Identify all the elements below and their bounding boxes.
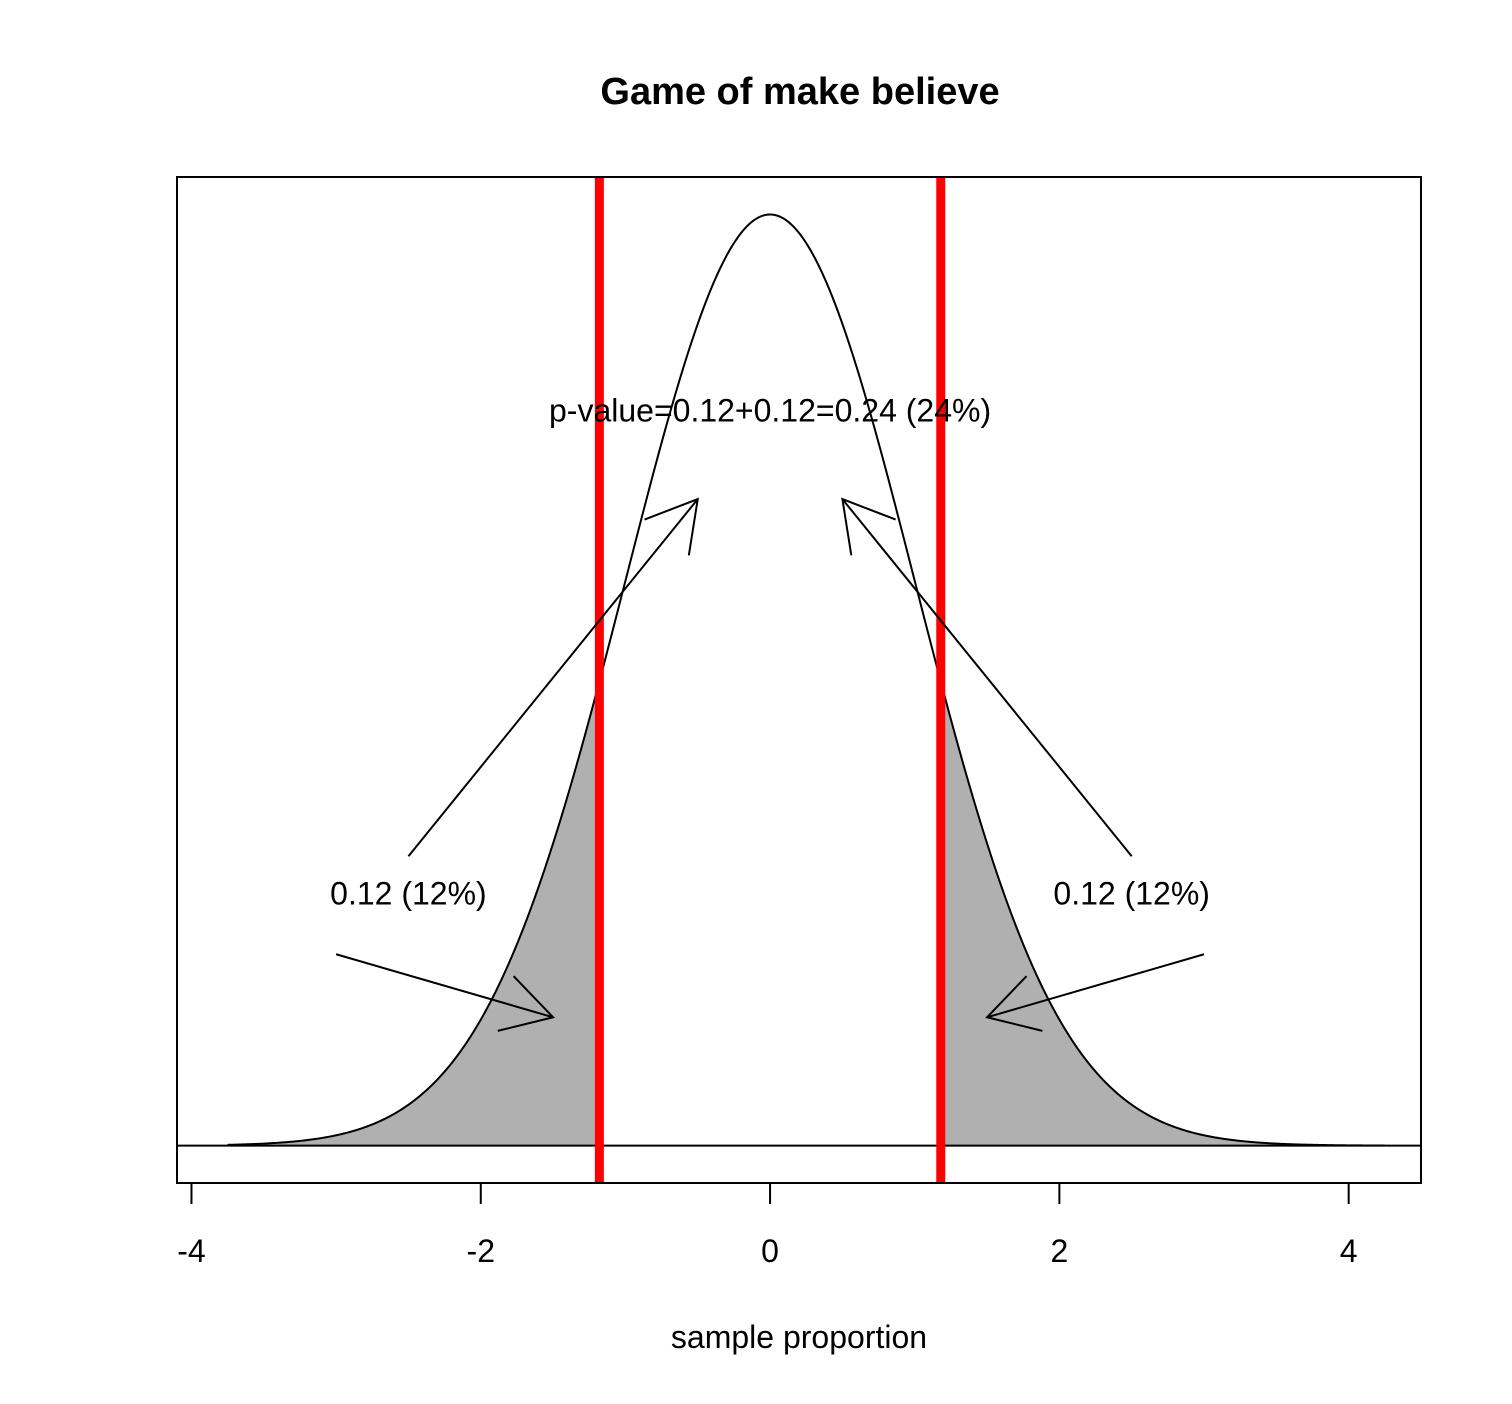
x-axis-label: sample proportion xyxy=(671,1319,927,1355)
arrows xyxy=(335,497,1205,1032)
annotation-arrow xyxy=(841,497,1133,857)
left-tail-area xyxy=(227,681,600,1146)
density-curve xyxy=(227,213,1385,1147)
density-curve-group xyxy=(177,213,1421,1147)
x-tick-label: 2 xyxy=(1050,1233,1068,1269)
shaded-tails xyxy=(227,681,1385,1146)
chart-title: Game of make believe xyxy=(600,71,999,113)
x-tick-label: 4 xyxy=(1340,1233,1358,1269)
right-tail-area xyxy=(940,681,1385,1146)
x-tick-label: -4 xyxy=(177,1233,205,1269)
plot-frame xyxy=(176,176,1422,1184)
annotation-arrow xyxy=(985,953,1205,1032)
annotation-label: p-value=0.12+0.12=0.24 (24%) xyxy=(549,392,991,428)
x-axis: -4 -2 0 2 4 xyxy=(177,1182,1358,1269)
annotation-arrow xyxy=(335,953,556,1032)
annotation-label: 0.12 (12%) xyxy=(1053,876,1210,912)
annotation-arrow xyxy=(407,497,700,857)
x-tick-label: 0 xyxy=(761,1233,779,1269)
annotation-label: 0.12 (12%) xyxy=(330,876,487,912)
cutoff-lines xyxy=(594,177,946,1183)
x-tick-label: -2 xyxy=(467,1233,495,1269)
annotations: p-value=0.12+0.12=0.24 (24%) 0.12 (12%) 0.… xyxy=(330,392,1210,911)
